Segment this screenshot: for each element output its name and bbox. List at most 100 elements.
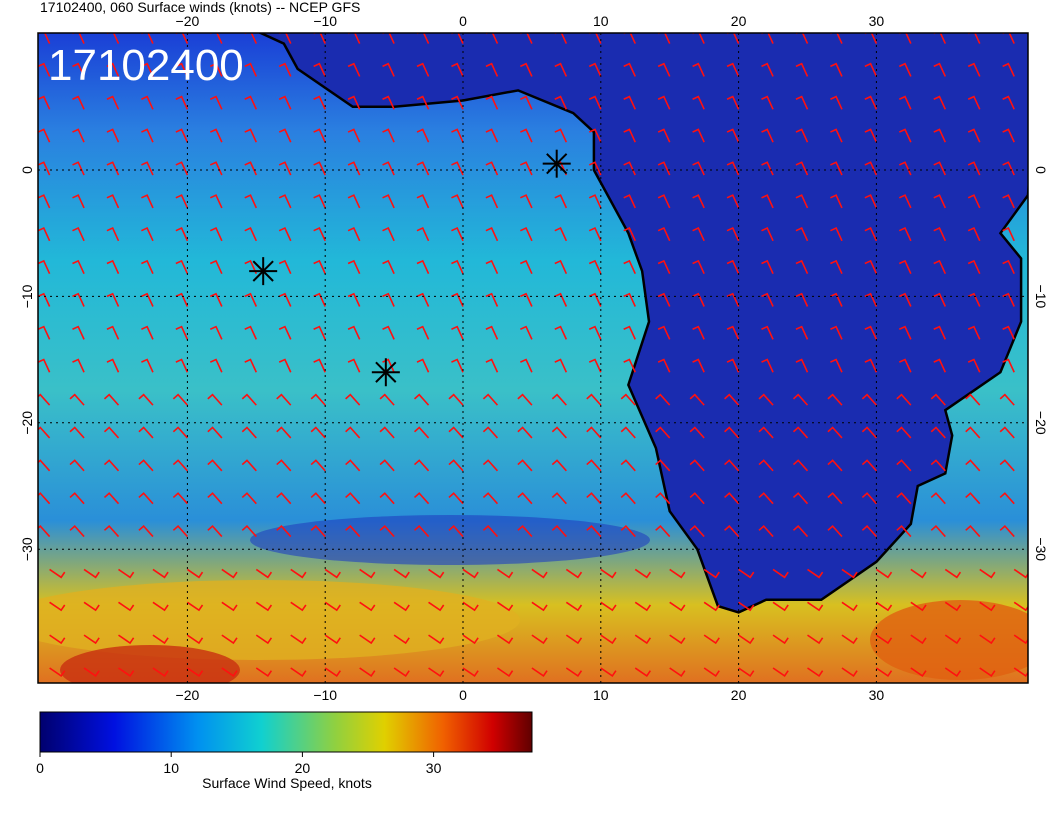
wind-barb bbox=[726, 194, 740, 209]
wind-barb bbox=[807, 634, 824, 645]
wind-barb bbox=[965, 426, 981, 439]
wind-barb bbox=[724, 524, 740, 538]
wind-barb bbox=[623, 259, 636, 274]
wind-barb bbox=[520, 62, 533, 77]
wind-barb bbox=[382, 62, 395, 77]
wind-barb bbox=[1002, 194, 1015, 209]
wind-barb bbox=[761, 259, 774, 274]
wind-barb bbox=[347, 325, 361, 340]
wind-barb bbox=[861, 459, 877, 472]
wind-barb bbox=[103, 459, 120, 472]
wind-barb bbox=[485, 358, 499, 373]
wind-barb bbox=[313, 325, 326, 340]
wind-barb bbox=[347, 259, 361, 274]
wind-barb bbox=[451, 33, 464, 44]
wind-barb bbox=[141, 33, 154, 44]
wind-barb bbox=[692, 62, 705, 77]
wind-barb bbox=[106, 259, 120, 274]
wind-barb bbox=[792, 426, 809, 439]
wind-barb bbox=[413, 524, 430, 538]
wind-barb bbox=[841, 601, 858, 612]
wind-barb bbox=[657, 226, 671, 242]
wind-barb bbox=[448, 459, 464, 472]
wind-barb bbox=[310, 459, 326, 472]
wind-barb bbox=[554, 358, 568, 373]
wind-barb bbox=[83, 601, 100, 612]
wind-barb bbox=[692, 161, 705, 176]
wind-barb bbox=[416, 358, 430, 373]
wind-barb bbox=[520, 259, 533, 274]
wind-barb bbox=[807, 601, 824, 612]
wind-barb bbox=[554, 194, 568, 209]
wind-barb bbox=[965, 393, 981, 406]
lon-tick-label: 10 bbox=[593, 687, 609, 703]
wind-barb bbox=[758, 492, 774, 505]
wind-barb bbox=[103, 492, 120, 505]
wind-barb bbox=[106, 292, 120, 307]
wind-barb bbox=[38, 492, 51, 505]
wind-barb bbox=[255, 667, 273, 678]
wind-barb bbox=[979, 634, 996, 645]
wind-barb bbox=[416, 194, 430, 209]
wind-barb bbox=[313, 62, 326, 77]
lon-tick-label: −10 bbox=[313, 687, 337, 703]
wind-barb bbox=[726, 358, 740, 373]
wind-barb bbox=[517, 393, 533, 406]
wind-barb bbox=[347, 226, 361, 242]
wind-barb bbox=[864, 128, 878, 143]
wind-barb bbox=[313, 292, 326, 307]
wind-barb bbox=[795, 325, 809, 340]
wind-barb bbox=[726, 128, 740, 143]
wind-barb bbox=[172, 492, 188, 505]
wind-barb bbox=[864, 33, 878, 44]
wind-barb bbox=[933, 62, 947, 77]
wind-barb bbox=[738, 634, 755, 645]
wind-barb bbox=[761, 33, 774, 44]
wind-barb bbox=[738, 601, 755, 612]
wind-barb bbox=[38, 292, 51, 307]
wind-barb bbox=[565, 568, 583, 579]
wind-barb bbox=[345, 459, 361, 472]
wind-field bbox=[38, 580, 520, 660]
wind-barb bbox=[451, 358, 464, 373]
wind-barb bbox=[103, 426, 120, 439]
storm-marker bbox=[375, 361, 397, 383]
wind-barb bbox=[933, 292, 947, 307]
wind-barb bbox=[830, 62, 843, 77]
wind-barb bbox=[451, 62, 464, 77]
wind-barb bbox=[944, 568, 962, 579]
lon-tick-label: −10 bbox=[313, 13, 337, 29]
lon-tick-label: 0 bbox=[459, 687, 467, 703]
wind-barb bbox=[462, 634, 479, 645]
wind-barb bbox=[175, 33, 189, 44]
wind-barb bbox=[758, 524, 774, 538]
wind-barb bbox=[634, 634, 652, 645]
wind-barb bbox=[795, 226, 809, 242]
wind-barb bbox=[896, 492, 912, 505]
wind-barb bbox=[772, 568, 789, 579]
wind-barb bbox=[517, 524, 533, 538]
wind-barb bbox=[276, 459, 292, 472]
wind-barb bbox=[930, 524, 946, 538]
wind-barb bbox=[496, 667, 514, 678]
wind-barb bbox=[241, 492, 257, 505]
wind-barb bbox=[175, 194, 189, 209]
wind-barb bbox=[531, 568, 548, 579]
wind-barb bbox=[382, 358, 395, 373]
wind-barb bbox=[347, 161, 361, 176]
wind-barb bbox=[703, 568, 720, 579]
wind-barb bbox=[485, 62, 499, 77]
wind-barb bbox=[72, 33, 85, 44]
wind-barb bbox=[703, 601, 720, 612]
wind-barb bbox=[416, 128, 430, 143]
wind-barb bbox=[554, 33, 568, 44]
wind-barb bbox=[795, 128, 809, 143]
wind-barb bbox=[795, 62, 809, 77]
wind-barb bbox=[72, 128, 85, 143]
wind-barb bbox=[141, 161, 154, 176]
wind-barb bbox=[967, 358, 981, 373]
wind-barb bbox=[588, 128, 602, 143]
wind-barb bbox=[345, 393, 361, 406]
wind-barb bbox=[416, 161, 430, 176]
wind-barb bbox=[910, 667, 927, 678]
